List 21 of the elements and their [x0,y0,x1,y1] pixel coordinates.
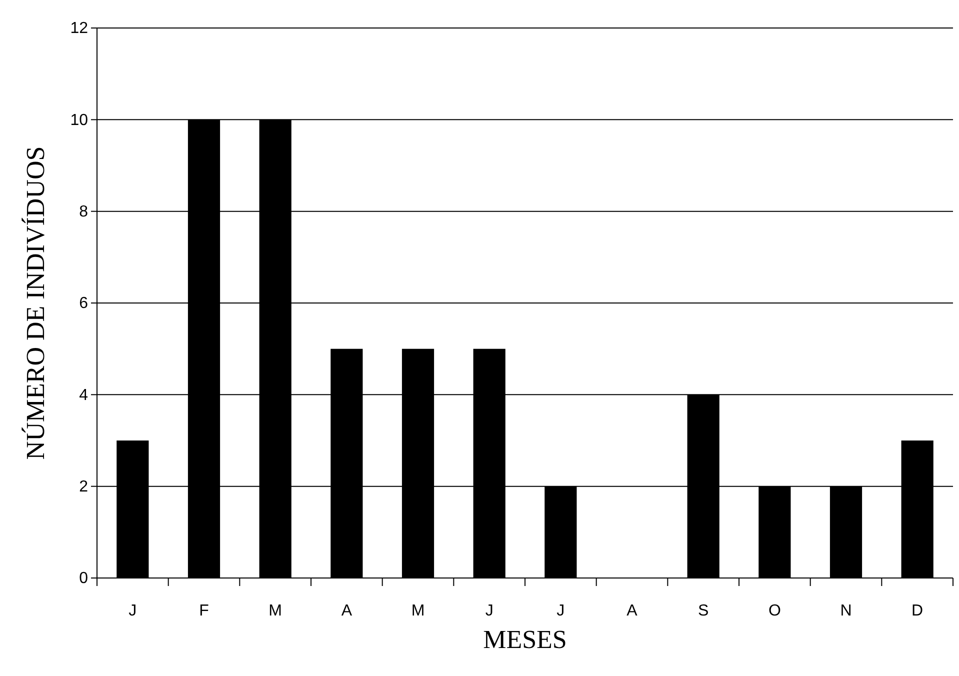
y-tick-label: 0 [79,570,88,588]
x-tick-label: S [698,602,709,620]
x-tick-label: O [768,602,781,620]
x-axis-title: MESES [483,625,567,654]
x-tick-label: M [268,602,282,620]
y-axis-title: NÚMERO DE INDIVÍDUOS [21,146,50,460]
y-tick-label: 2 [79,478,88,496]
x-tick-label: M [411,602,425,620]
x-tick-label: D [912,602,924,620]
x-tick-label: J [556,602,565,620]
x-tick-label: F [199,602,210,620]
y-tick-label: 10 [70,112,88,129]
y-tick-label: 4 [79,386,88,404]
x-tick-label: N [840,602,852,620]
x-tick-label: A [341,602,352,620]
x-tick-label: J [128,602,137,620]
y-tick-label: 12 [70,20,88,38]
y-tick-label: 6 [79,295,88,312]
x-tick-label: J [485,602,494,620]
y-tick-label: 8 [79,203,88,220]
x-tick-label: A [626,602,638,620]
